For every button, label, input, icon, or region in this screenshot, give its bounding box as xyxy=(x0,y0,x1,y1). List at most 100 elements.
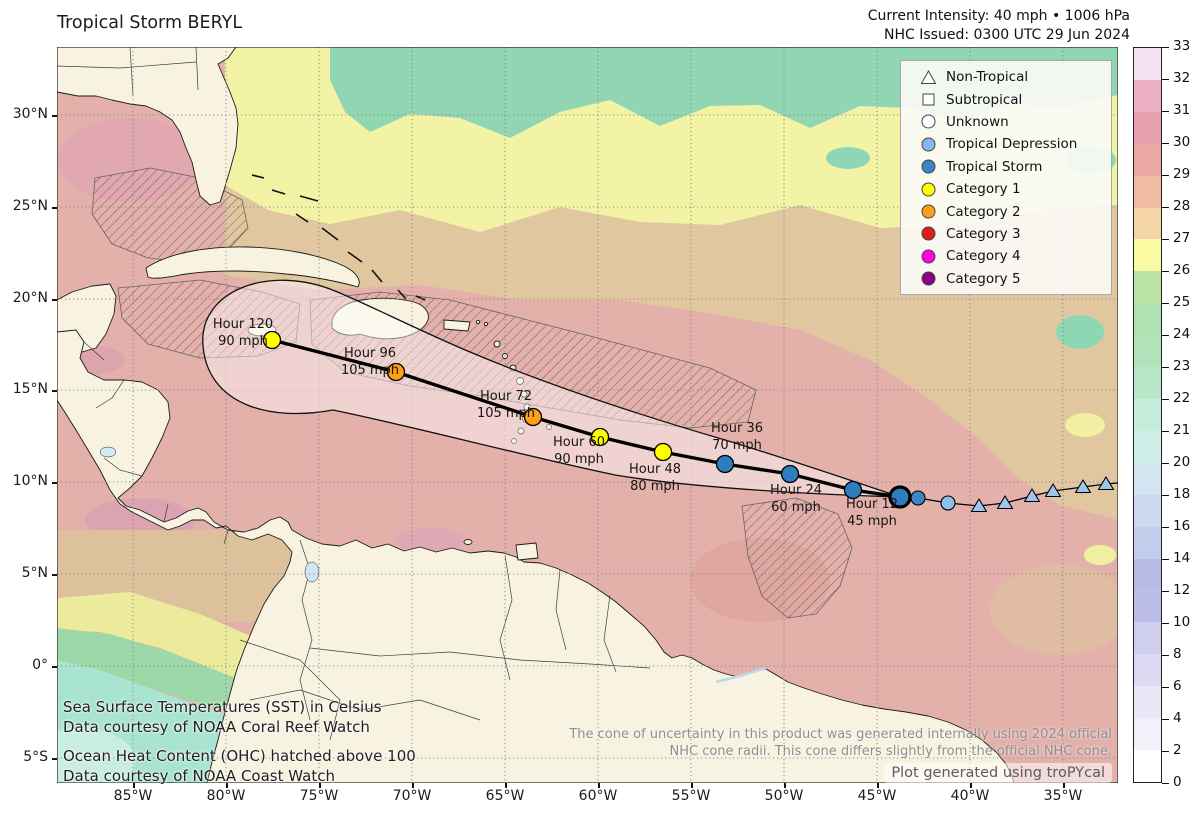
colorbar-tick-label: 6 xyxy=(1173,678,1182,694)
colorbar-tick-label: 26 xyxy=(1173,262,1191,278)
country-borders xyxy=(57,47,651,741)
x-axis-tick xyxy=(319,783,321,788)
colorbar-tick xyxy=(1162,206,1169,208)
track-label: Hour 72 105 mph xyxy=(477,388,535,422)
colorbar-tick-label: 33 xyxy=(1173,38,1191,54)
track-label: Hour 36 70 mph xyxy=(711,420,763,454)
legend-marker-circle xyxy=(910,270,946,287)
y-axis-label: 15°N xyxy=(12,381,48,397)
forecast-point xyxy=(780,464,800,484)
colorbar-segment xyxy=(1134,622,1161,655)
colorbar-tick-label: 24 xyxy=(1173,326,1191,342)
colorbar-tick xyxy=(1162,622,1169,624)
colorbar-tick-label: 0 xyxy=(1173,774,1182,790)
track-label-hour: Hour 72 xyxy=(479,389,532,404)
legend-item: Tropical Depression xyxy=(901,133,1111,155)
y-axis-tick xyxy=(52,115,57,117)
land-cuba xyxy=(145,246,360,288)
colorbar-tick-label: 12 xyxy=(1173,582,1191,598)
legend-label: Tropical Depression xyxy=(946,136,1078,153)
forecast-point xyxy=(386,362,406,382)
sst-pink-patch xyxy=(395,528,465,552)
colorbar-segment xyxy=(1134,79,1161,112)
legend-marker-circle xyxy=(910,181,946,198)
x-axis-label: 70°W xyxy=(392,788,432,804)
x-axis-label: 80°W xyxy=(206,788,246,804)
current-intensity: Current Intensity: 40 mph • 1006 hPa xyxy=(867,8,1130,24)
colorbar-segment xyxy=(1134,239,1161,272)
sst-credit-line1: Sea Surface Temperatures (SST) in Celsiu… xyxy=(63,698,382,716)
track-label-wind: 60 mph xyxy=(771,500,821,515)
land-bahamas xyxy=(251,174,426,301)
ohc-credit-line1: Ocean Heat Content (OHC) hatched above 1… xyxy=(63,747,416,765)
legend-item: Category 4 xyxy=(901,245,1111,267)
colorbar-tick xyxy=(1162,238,1169,240)
legend-label: Category 4 xyxy=(946,248,1021,265)
cone-disclaimer: The cone of uncertainty in this product … xyxy=(569,727,1112,760)
colorbar-tick-label: 20 xyxy=(1173,454,1191,470)
cone-of-uncertainty xyxy=(202,279,901,498)
legend-label: Category 5 xyxy=(946,270,1021,287)
colorbar-segment xyxy=(1134,590,1161,623)
legend-label: Category 3 xyxy=(946,225,1021,242)
x-axis-tick xyxy=(877,783,879,788)
land-north-america xyxy=(57,47,239,206)
colorbar-tick xyxy=(1162,366,1169,368)
track-label-wind: 70 mph xyxy=(712,438,762,453)
colorbar-tick xyxy=(1162,398,1169,400)
legend-item: Category 1 xyxy=(901,178,1111,200)
colorbar-segment xyxy=(1134,367,1161,399)
colorbar-tick xyxy=(1162,782,1169,784)
x-axis-tick xyxy=(691,783,693,788)
colorbar-segment xyxy=(1134,303,1161,336)
colorbar-segment xyxy=(1134,654,1161,687)
forecast-point xyxy=(523,407,543,427)
colorbar-tick-label: 16 xyxy=(1173,518,1191,534)
header-info: Current Intensity: 40 mph • 1006 hPa NHC… xyxy=(868,7,1130,45)
colorbar-segment xyxy=(1134,718,1161,750)
y-axis-tick xyxy=(52,390,57,392)
x-axis-label: 60°W xyxy=(578,788,618,804)
x-axis-label: 35°W xyxy=(1043,788,1083,804)
track-label-hour: Hour 96 xyxy=(343,346,396,361)
x-axis-label: 65°W xyxy=(485,788,525,804)
colorbar-tick-label: 22 xyxy=(1173,390,1191,406)
colorbar-tick xyxy=(1162,46,1169,48)
x-axis-tick xyxy=(412,783,414,788)
legend-item: Subtropical xyxy=(901,88,1111,110)
colorbar-tick xyxy=(1162,718,1169,720)
colorbar-tick-label: 8 xyxy=(1173,646,1182,662)
colorbar-tick-label: 31 xyxy=(1173,102,1191,118)
legend-label: Non-Tropical xyxy=(946,69,1029,86)
history-point xyxy=(1097,476,1115,491)
y-axis-label: 0° xyxy=(32,657,48,673)
legend-marker-square xyxy=(910,91,946,108)
current-position-marker xyxy=(888,485,912,509)
colorbar-tick xyxy=(1162,142,1169,144)
history-point xyxy=(910,490,926,506)
land-central-south-america xyxy=(57,329,1015,783)
sst-colorbar xyxy=(1133,47,1162,783)
colorbar-segment xyxy=(1134,526,1161,559)
track-label-wind: 90 mph xyxy=(218,334,268,349)
colorbar-tick xyxy=(1162,270,1169,272)
legend-label: Unknown xyxy=(946,113,1009,130)
sst-teal-patch xyxy=(826,147,870,169)
x-axis-tick xyxy=(1063,783,1065,788)
forecast-point xyxy=(590,427,610,447)
landmasses xyxy=(57,47,1015,783)
legend-label: Subtropical xyxy=(946,91,1023,108)
legend-item: Tropical Storm xyxy=(901,156,1111,178)
colorbar-tick xyxy=(1162,302,1169,304)
colorbar-tick-label: 18 xyxy=(1173,486,1191,502)
category-legend: Non-Tropical Subtropical Unknown Tropical D… xyxy=(900,60,1112,295)
track-label: Hour 12 45 mph xyxy=(846,496,898,530)
history-point xyxy=(1044,483,1062,498)
y-axis-tick xyxy=(52,299,57,301)
forecast-point xyxy=(843,480,863,500)
colorbar-tick-label: 14 xyxy=(1173,550,1191,566)
land-trinidad xyxy=(515,542,539,561)
page-title: Tropical Storm BERYL xyxy=(57,13,243,33)
amazon-river xyxy=(715,666,767,684)
track-label: Hour 48 80 mph xyxy=(629,461,681,495)
